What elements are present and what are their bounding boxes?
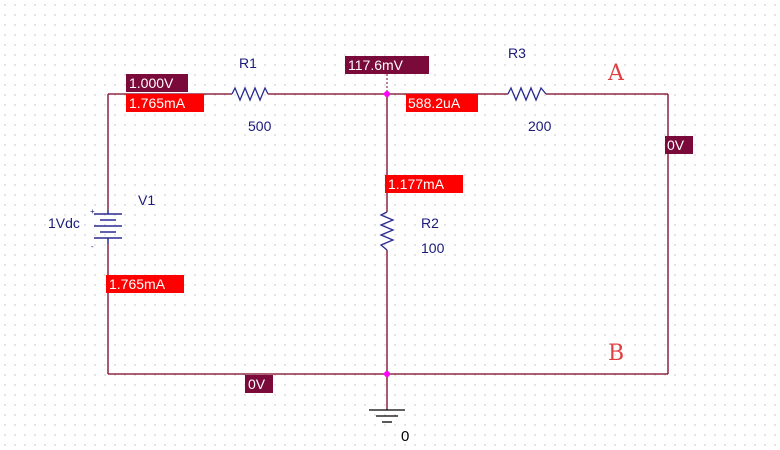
current-probe-r1-text: 1.765mA — [129, 95, 186, 111]
current-probe-r1: 1.765mA — [126, 94, 204, 112]
r3-value: 200 — [528, 118, 552, 134]
current-probe-v1: 1.765mA — [106, 275, 184, 293]
current-probe-v1-text: 1.765mA — [109, 276, 166, 292]
voltage-probe-right: 0V — [665, 136, 693, 154]
voltage-probe-bottom-text: 0V — [248, 376, 266, 392]
r3-name: R3 — [508, 45, 526, 61]
resistor-r2-symbol[interactable] — [379, 211, 395, 251]
resistor-r3-symbol[interactable] — [507, 86, 547, 102]
v1-name: V1 — [138, 192, 155, 208]
r2-value: 100 — [421, 240, 445, 256]
voltage-probe-mid-text: 117.6mV — [348, 57, 404, 73]
terminal-b-label: B — [608, 341, 624, 366]
v1-minus-sign: - — [91, 242, 94, 251]
voltage-probe-1v: 1.000V — [126, 74, 188, 92]
voltage-probe-bottom: 0V — [245, 375, 273, 393]
r1-name: R1 — [239, 55, 257, 71]
ground-symbol — [369, 409, 405, 423]
current-probe-r3-text: 588.2uA — [408, 95, 461, 111]
voltage-probe-1v-text: 1.000V — [129, 75, 174, 91]
resistor-r1-symbol[interactable] — [231, 86, 269, 102]
v1-value: 1Vdc — [48, 215, 80, 231]
terminal-a-label: A — [607, 61, 625, 86]
battery-v1-symbol[interactable] — [94, 210, 122, 244]
voltage-probe-right-text: 0V — [667, 137, 685, 153]
junction-top — [384, 91, 390, 97]
r2-name: R2 — [421, 215, 439, 231]
v1-plus-sign: + — [90, 207, 95, 216]
ground-label: 0 — [401, 428, 409, 445]
junction-bottom — [384, 371, 390, 377]
voltage-probe-mid: 117.6mV — [345, 56, 429, 74]
current-probe-r3: 588.2uA — [406, 94, 478, 112]
r1-value: 500 — [248, 118, 272, 134]
current-probe-r2-text: 1.177mA — [388, 176, 445, 192]
current-probe-r2: 1.177mA — [385, 175, 463, 193]
